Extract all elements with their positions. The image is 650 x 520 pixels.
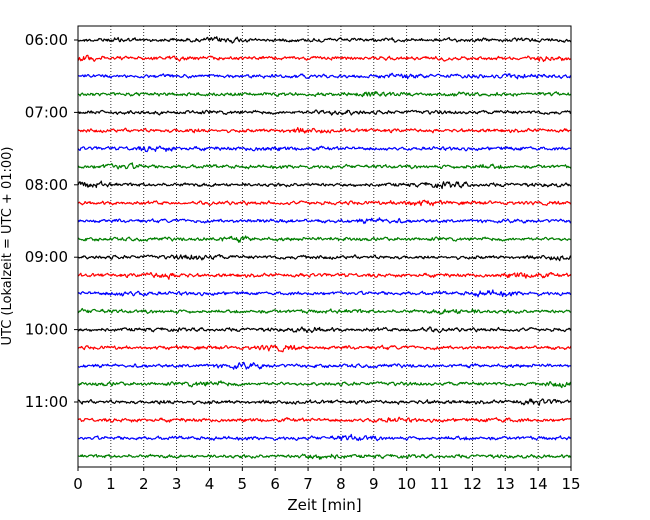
trace-line <box>77 199 572 207</box>
y-tick-label: 06:00 <box>25 31 68 49</box>
x-tick-label: 8 <box>336 475 346 493</box>
y-tick-label: 07:00 <box>25 103 68 121</box>
trace-line <box>77 453 572 460</box>
y-axis-label: UTC (Lokalzeit = UTC + 01:00) <box>0 147 15 346</box>
trace-line <box>77 271 572 280</box>
x-tick-label: 10 <box>397 475 416 493</box>
x-tick-label: 7 <box>303 475 313 493</box>
y-tick-label: 09:00 <box>25 248 68 266</box>
x-axis-ticks: 0 1 2 3 4 5 6 7 8 9 10 11 12 13 14 15 <box>73 467 581 493</box>
x-tick-label: 12 <box>463 475 482 493</box>
x-axis-label: Zeit [min] <box>287 496 361 514</box>
x-tick-label: 11 <box>430 475 449 493</box>
x-tick-label: 0 <box>73 475 83 493</box>
x-tick-label: 4 <box>205 475 215 493</box>
trace-line <box>77 217 572 225</box>
trace-line <box>77 416 572 423</box>
trace-line <box>77 36 572 44</box>
y-tick-label: 08:00 <box>25 176 68 194</box>
trace-line <box>77 162 572 170</box>
trace-line <box>77 380 572 389</box>
x-tick-label: 1 <box>106 475 116 493</box>
trace-line <box>77 307 572 315</box>
trace-line <box>77 398 572 406</box>
x-tick-label: 9 <box>369 475 379 493</box>
y-tick-label: 11:00 <box>25 393 68 411</box>
x-tick-label: 13 <box>496 475 515 493</box>
x-tick-label: 14 <box>529 475 548 493</box>
x-tick-label: 3 <box>172 475 182 493</box>
trace-line <box>77 180 572 190</box>
trace-line <box>77 433 572 442</box>
seismic-traces <box>77 36 572 460</box>
plot-background <box>78 26 571 467</box>
trace-line <box>77 90 572 98</box>
x-tick-label: 5 <box>238 475 248 493</box>
x-tick-label: 6 <box>270 475 280 493</box>
trace-line <box>77 361 572 370</box>
y-tick-label: 10:00 <box>25 321 68 339</box>
x-tick-label: 2 <box>139 475 149 493</box>
trace-line <box>77 54 572 63</box>
trace-line <box>77 289 572 298</box>
y-axis-ticks: 06:00 07:00 08:00 09:00 10:00 11:00 <box>25 31 78 411</box>
trace-line <box>77 253 572 262</box>
plot-frame <box>77 25 572 468</box>
trace-line <box>77 72 572 80</box>
trace-line <box>77 109 572 116</box>
trace-line <box>77 235 572 243</box>
trace-line <box>77 126 572 134</box>
x-tick-label: 15 <box>561 475 580 493</box>
trace-line <box>77 145 572 153</box>
trace-line <box>77 326 572 334</box>
trace-line <box>77 344 572 353</box>
